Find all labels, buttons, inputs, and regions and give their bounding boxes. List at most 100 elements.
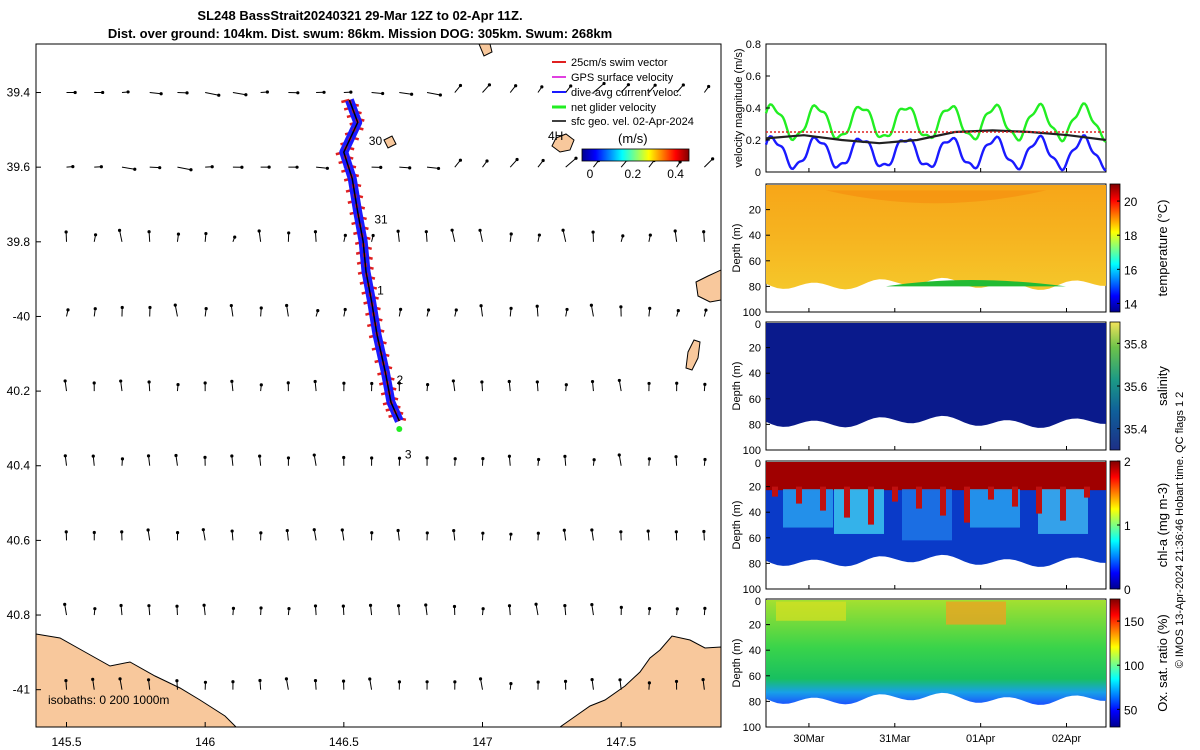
vector-head — [312, 528, 316, 532]
vector-head — [258, 454, 262, 458]
vector-head — [189, 168, 193, 172]
vector-head — [675, 607, 679, 611]
depth-tick-label: 20 — [749, 343, 761, 355]
colorbar-tick-label: 35.6 — [1124, 380, 1148, 394]
vector-head — [436, 166, 441, 171]
vector-head — [92, 381, 96, 385]
geostrophic-vector — [451, 230, 456, 242]
vector-head — [452, 604, 457, 609]
kent-group-land — [551, 133, 575, 153]
map-colorbar-tick-label: 0.2 — [624, 167, 641, 181]
vector-head — [210, 165, 214, 169]
geostrophic-vector — [205, 92, 219, 96]
geostrophic-vector — [426, 166, 439, 169]
vector-head — [175, 604, 179, 608]
colorbar-label: salinity — [1155, 366, 1170, 406]
colorbar-tick-label: 1 — [1124, 519, 1131, 533]
oxygen-panel: 20 40 60 80 100 0 Depth (m) 50 100 150 Ox. sat. ra… — [731, 596, 1170, 734]
vector-head — [258, 678, 262, 683]
vector-head — [701, 678, 705, 682]
vector-head — [230, 529, 234, 533]
vector-head — [231, 606, 236, 610]
depth-tick-label: 80 — [749, 558, 761, 570]
vector-head — [674, 530, 678, 534]
vector-head — [396, 229, 400, 233]
track-end-marker — [396, 425, 403, 432]
vector-head — [487, 83, 492, 87]
temperature-panel: 20 40 60 80 100 Depth (m) 14 16 18 20 temperature … — [731, 183, 1170, 319]
vector-head — [91, 677, 95, 681]
geostrophic-vector — [399, 92, 412, 95]
colorbar-label: chl-a (mg m-3) — [1155, 483, 1170, 568]
vector-head — [425, 680, 429, 684]
colorbar-tick-label: 18 — [1124, 229, 1138, 243]
heatmap-streak — [772, 486, 778, 497]
geostrophic-vector — [593, 83, 605, 93]
geostrophic-vector — [562, 230, 567, 242]
legend-label-geo: sfc geo. vel. 02-Apr-2024 — [571, 116, 694, 128]
geostrophic-vector — [148, 679, 151, 690]
vector-head — [647, 381, 651, 386]
day-label: 1 — [377, 283, 384, 297]
vector-head — [703, 606, 707, 610]
vector-head — [589, 303, 593, 307]
vector-head — [537, 233, 541, 237]
geostrophic-vector — [341, 529, 345, 541]
vector-head — [481, 607, 485, 611]
geostrophic-vector — [591, 679, 594, 690]
vector-head — [563, 454, 567, 458]
vector-head — [316, 309, 320, 313]
colorbar-tick-label: 35.4 — [1124, 423, 1148, 437]
vector-head — [438, 93, 442, 97]
vector-head — [590, 603, 594, 607]
geostrophic-vector — [426, 92, 441, 96]
depth-ylabel: Depth (m) — [731, 639, 743, 688]
heatmap-streak — [988, 486, 994, 500]
vector-head — [120, 530, 124, 534]
vector-head — [509, 306, 513, 310]
vector-head — [73, 90, 77, 95]
vector-head — [349, 90, 353, 94]
depth-tick-label: 0 — [755, 319, 761, 331]
geostrophic-vector — [119, 230, 123, 242]
geostrophic-vector — [591, 604, 594, 616]
geostrophic-vector — [258, 230, 262, 242]
vector-head — [509, 681, 513, 686]
geostrophic-vector — [399, 166, 410, 169]
vector-head — [481, 531, 485, 535]
depth-tick-label: 20 — [749, 205, 761, 217]
vector-head — [478, 677, 483, 681]
heatmap-streak — [820, 486, 826, 511]
colorbar-tick-label: 16 — [1124, 263, 1138, 277]
map-y-tick-label: 39.6 — [7, 160, 31, 174]
vector-head — [590, 677, 594, 682]
vector-head — [370, 381, 374, 386]
vector-head — [147, 230, 151, 234]
vector-head — [147, 604, 151, 608]
vector-head — [244, 93, 248, 97]
time-tick-label: 01Apr — [966, 733, 996, 745]
vector-head — [536, 680, 540, 684]
velocity-axes — [765, 43, 1107, 173]
map-y-tick-label: 40.4 — [7, 459, 31, 473]
heatmap-field — [766, 600, 1106, 705]
geostrophic-vector — [648, 84, 656, 93]
vector-head — [148, 305, 152, 310]
velocity-y-tick-label: 0.4 — [746, 103, 761, 115]
geostrophic-vector — [618, 380, 622, 392]
depth-tick-label: 40 — [749, 368, 761, 380]
vector-head — [408, 166, 412, 170]
vector-head — [536, 531, 540, 535]
geostrophic-vector — [286, 530, 289, 541]
geostrophic-vector — [147, 529, 151, 541]
vector-head — [707, 84, 711, 89]
heatmap-streak — [868, 486, 874, 525]
day-label: 30 — [369, 134, 383, 148]
vector-head — [569, 84, 573, 88]
colorbar-tick-label: 100 — [1124, 659, 1144, 673]
vector-head — [296, 91, 300, 95]
vector-head — [265, 90, 269, 94]
map-y-tick-label: 40.2 — [7, 384, 31, 398]
heatmap-streak — [1084, 486, 1090, 498]
vector-head — [653, 83, 657, 87]
